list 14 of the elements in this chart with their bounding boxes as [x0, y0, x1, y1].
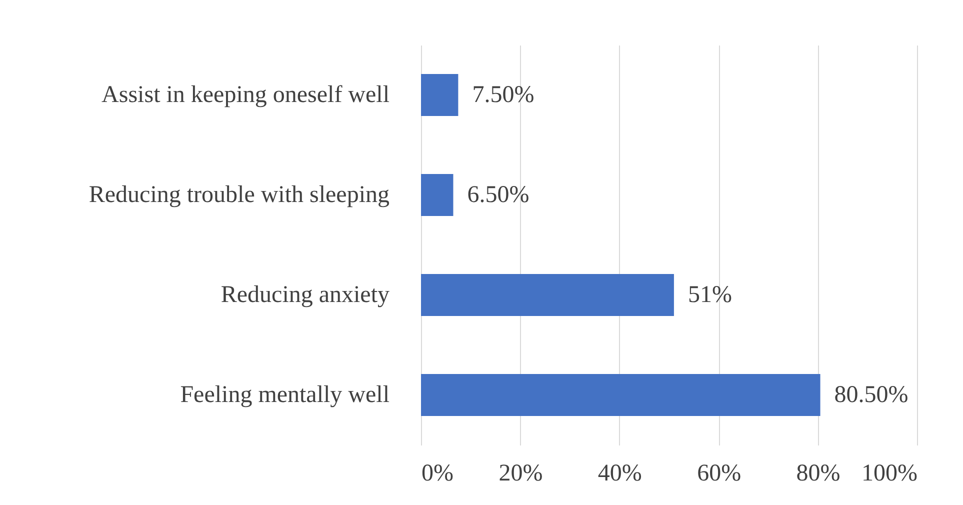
x-tick-label: 0% — [422, 460, 454, 486]
data-label: 80.50% — [834, 382, 908, 408]
data-label: 51% — [688, 282, 732, 308]
x-tick-label: 60% — [697, 460, 742, 486]
y-tick-label: Feeling mentally well — [180, 382, 390, 408]
y-tick-label: Assist in keeping oneself well — [102, 82, 390, 108]
x-tick-label: 80% — [796, 460, 840, 486]
data-label: 6.50% — [467, 182, 530, 208]
y-tick-label: Reducing trouble with sleeping — [88, 182, 390, 208]
x-tick-label: 100% — [862, 460, 918, 486]
x-tick-label: 20% — [498, 460, 543, 486]
data-label: 7.50% — [472, 82, 534, 108]
y-tick-label: Reducing anxiety — [220, 282, 390, 308]
x-tick-label: 40% — [598, 460, 642, 486]
